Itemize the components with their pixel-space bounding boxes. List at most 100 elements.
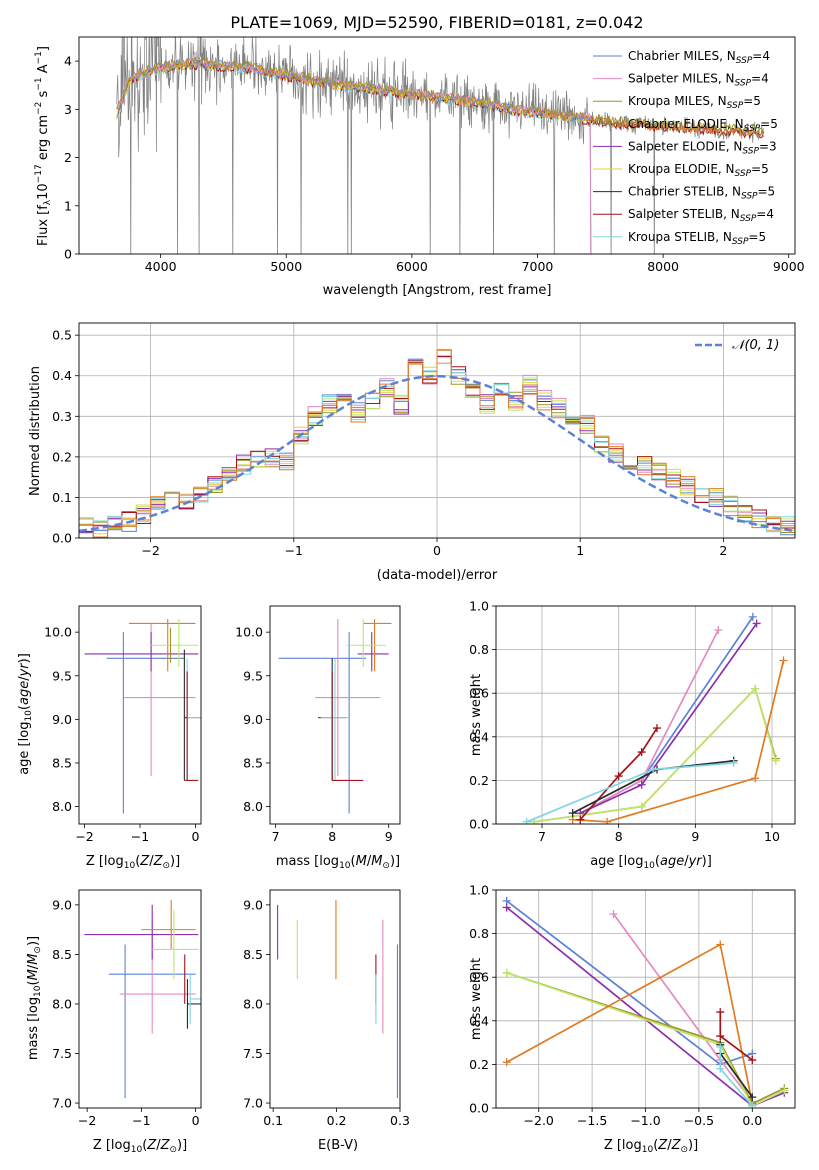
y-tick-label: 0.2 <box>469 773 489 788</box>
plot-area <box>79 349 795 538</box>
x-tick-label: 7000 <box>522 259 554 274</box>
series-line-kroupa_miles <box>506 971 785 1105</box>
x-tick-label: −1 <box>132 1113 150 1128</box>
y-tick-label: 0.6 <box>469 970 489 985</box>
x-tick-label: 9000 <box>773 259 805 274</box>
x-tick-label: 4000 <box>145 259 177 274</box>
axes-frame <box>495 605 796 825</box>
residual-ylabel: Normed distribution <box>28 366 43 496</box>
mz-ylabel: mass [log10(M/M⊙)] <box>26 936 43 1060</box>
plot-area <box>522 612 788 824</box>
x-tick-label: 2 <box>719 543 727 558</box>
x-tick-label: −2 <box>141 543 159 558</box>
legend-label-normal: 𝒩(0, 1) <box>732 338 779 353</box>
y-tick-label: 0 <box>64 247 72 262</box>
marker-salpeter_stelib <box>576 815 585 824</box>
model-line-kroupa_miles <box>116 56 765 134</box>
y-tick-label: 10.0 <box>235 625 263 640</box>
y-tick-label: 3 <box>64 102 72 117</box>
x-tick-label: −1 <box>131 829 149 844</box>
series-line-kroupa_stelib <box>526 762 734 823</box>
y-tick-label: 0.6 <box>469 686 489 701</box>
x-tick-label: −1.0 <box>630 1113 660 1128</box>
y-tick-label: 1.0 <box>469 599 489 614</box>
x-tick-label: 0.0 <box>742 1113 762 1128</box>
y-tick-label: 8.5 <box>243 947 263 962</box>
marker-kroupa_stelib <box>716 1064 725 1073</box>
series-line-orange <box>572 660 785 823</box>
marker-salpeter_stelib <box>653 724 661 733</box>
normal-curve <box>79 374 795 533</box>
x-tick-label: 10 <box>764 829 780 844</box>
y-tick-label: 0.4 <box>469 1013 489 1028</box>
x-tick-label: 8 <box>328 829 336 844</box>
marker-lime <box>780 1086 789 1095</box>
y-tick-label: 8.0 <box>52 799 72 814</box>
y-tick-label: 9.0 <box>243 897 263 912</box>
y-tick-label: 8.0 <box>243 996 263 1011</box>
legend-label-chabrier_elodie: Chabrier ELODIE, NSSP=5 <box>628 117 778 134</box>
model-line-salpeter_miles <box>116 58 592 254</box>
y-tick-label: 9.0 <box>52 897 72 912</box>
series-line-salpeter_stelib <box>579 727 658 821</box>
y-tick-label: 4 <box>64 54 72 69</box>
plot-area <box>84 619 201 814</box>
y-tick-label: 0.0 <box>469 1101 489 1116</box>
axes-frame <box>495 889 796 1109</box>
marker-kroupa_stelib <box>522 817 531 824</box>
axes-frame <box>78 36 796 255</box>
y-tick-label: 0.2 <box>52 449 72 464</box>
axes-frame <box>78 322 796 539</box>
marker-orange <box>502 1058 511 1067</box>
x-tick-label: 5000 <box>270 259 302 274</box>
x-tick-label: 1 <box>576 543 584 558</box>
agez-ylabel: age [log10(age/yr)] <box>17 653 34 775</box>
mwz-ylabel: mass weight <box>469 958 484 1040</box>
x-tick-label: 8 <box>615 829 623 844</box>
y-tick-label: 0.0 <box>52 531 72 546</box>
model-line-kroupa_elodie <box>116 59 592 254</box>
spectrum-panel: 4000 5000 6000 7000 8000 9000 0 1 2 3 4 Chabrier MI… <box>64 36 805 274</box>
x-tick-label: −1 <box>285 543 303 558</box>
series-line-orange <box>506 943 754 1104</box>
legend-label-salpeter_elodie: Salpeter ELODIE, NSSP=3 <box>628 139 777 156</box>
mebv-xlabel: E(B-V) <box>318 1138 358 1153</box>
plot-area <box>502 896 789 1108</box>
x-tick-label: −1.5 <box>577 1113 607 1128</box>
mwz-xlabel: Z [log10(Z/Z⊙)] <box>604 1138 698 1155</box>
massweight-vs-metallicity-panel: −2.0 −1.5 −1.0 −0.5 0.0 0.0 0.2 0.4 0.6 0.8 1.0 <box>469 883 796 1128</box>
marker-kroupa_stelib <box>716 1042 725 1051</box>
y-tick-label: 7.5 <box>243 1046 263 1061</box>
mwage-xlabel: age [log10(age/yr)] <box>590 854 712 871</box>
y-tick-label: 8.5 <box>52 947 72 962</box>
y-tick-label: 1.0 <box>469 883 489 898</box>
x-tick-label: −2.0 <box>524 1113 554 1128</box>
y-tick-label: 9.0 <box>52 712 72 727</box>
x-tick-label: 0.2 <box>327 1113 347 1128</box>
x-tick-label: 0.1 <box>263 1113 283 1128</box>
x-tick-label: 0 <box>192 1113 200 1128</box>
y-tick-label: 0.4 <box>469 729 489 744</box>
marker-chabrier_stelib <box>568 809 577 818</box>
x-tick-label: 0.3 <box>390 1113 410 1128</box>
y-tick-label: 0.5 <box>52 328 72 343</box>
axes-frame <box>269 889 401 1109</box>
y-tick-label: 9.5 <box>243 668 263 683</box>
y-tick-label: 0.2 <box>469 1057 489 1072</box>
marker-orange <box>716 940 725 949</box>
marker-salpeter_stelib <box>637 748 646 757</box>
y-tick-label: 1 <box>64 198 72 213</box>
x-tick-label: 7 <box>538 829 546 844</box>
marker-kroupa_stelib <box>729 758 738 767</box>
marker-salpeter_elodie <box>502 903 511 912</box>
marker-orange <box>603 817 612 824</box>
mass-vs-metallicity-panel: −2 −1 0 7.0 7.5 8.0 8.5 9.0 <box>52 889 202 1128</box>
y-tick-label: 2 <box>64 150 72 165</box>
mass-vs-ebv-panel: 0.1 0.2 0.3 7.0 7.5 8.0 8.5 9.0 <box>243 889 410 1128</box>
y-tick-label: 10.0 <box>44 625 72 640</box>
series-line-salpeter_miles <box>612 913 753 1103</box>
marker-lime <box>771 756 780 765</box>
age-vs-metallicity-panel: −2 −1 0 8.0 8.5 9.0 9.5 10.0 <box>44 605 202 844</box>
y-tick-label: 0.4 <box>52 368 72 383</box>
